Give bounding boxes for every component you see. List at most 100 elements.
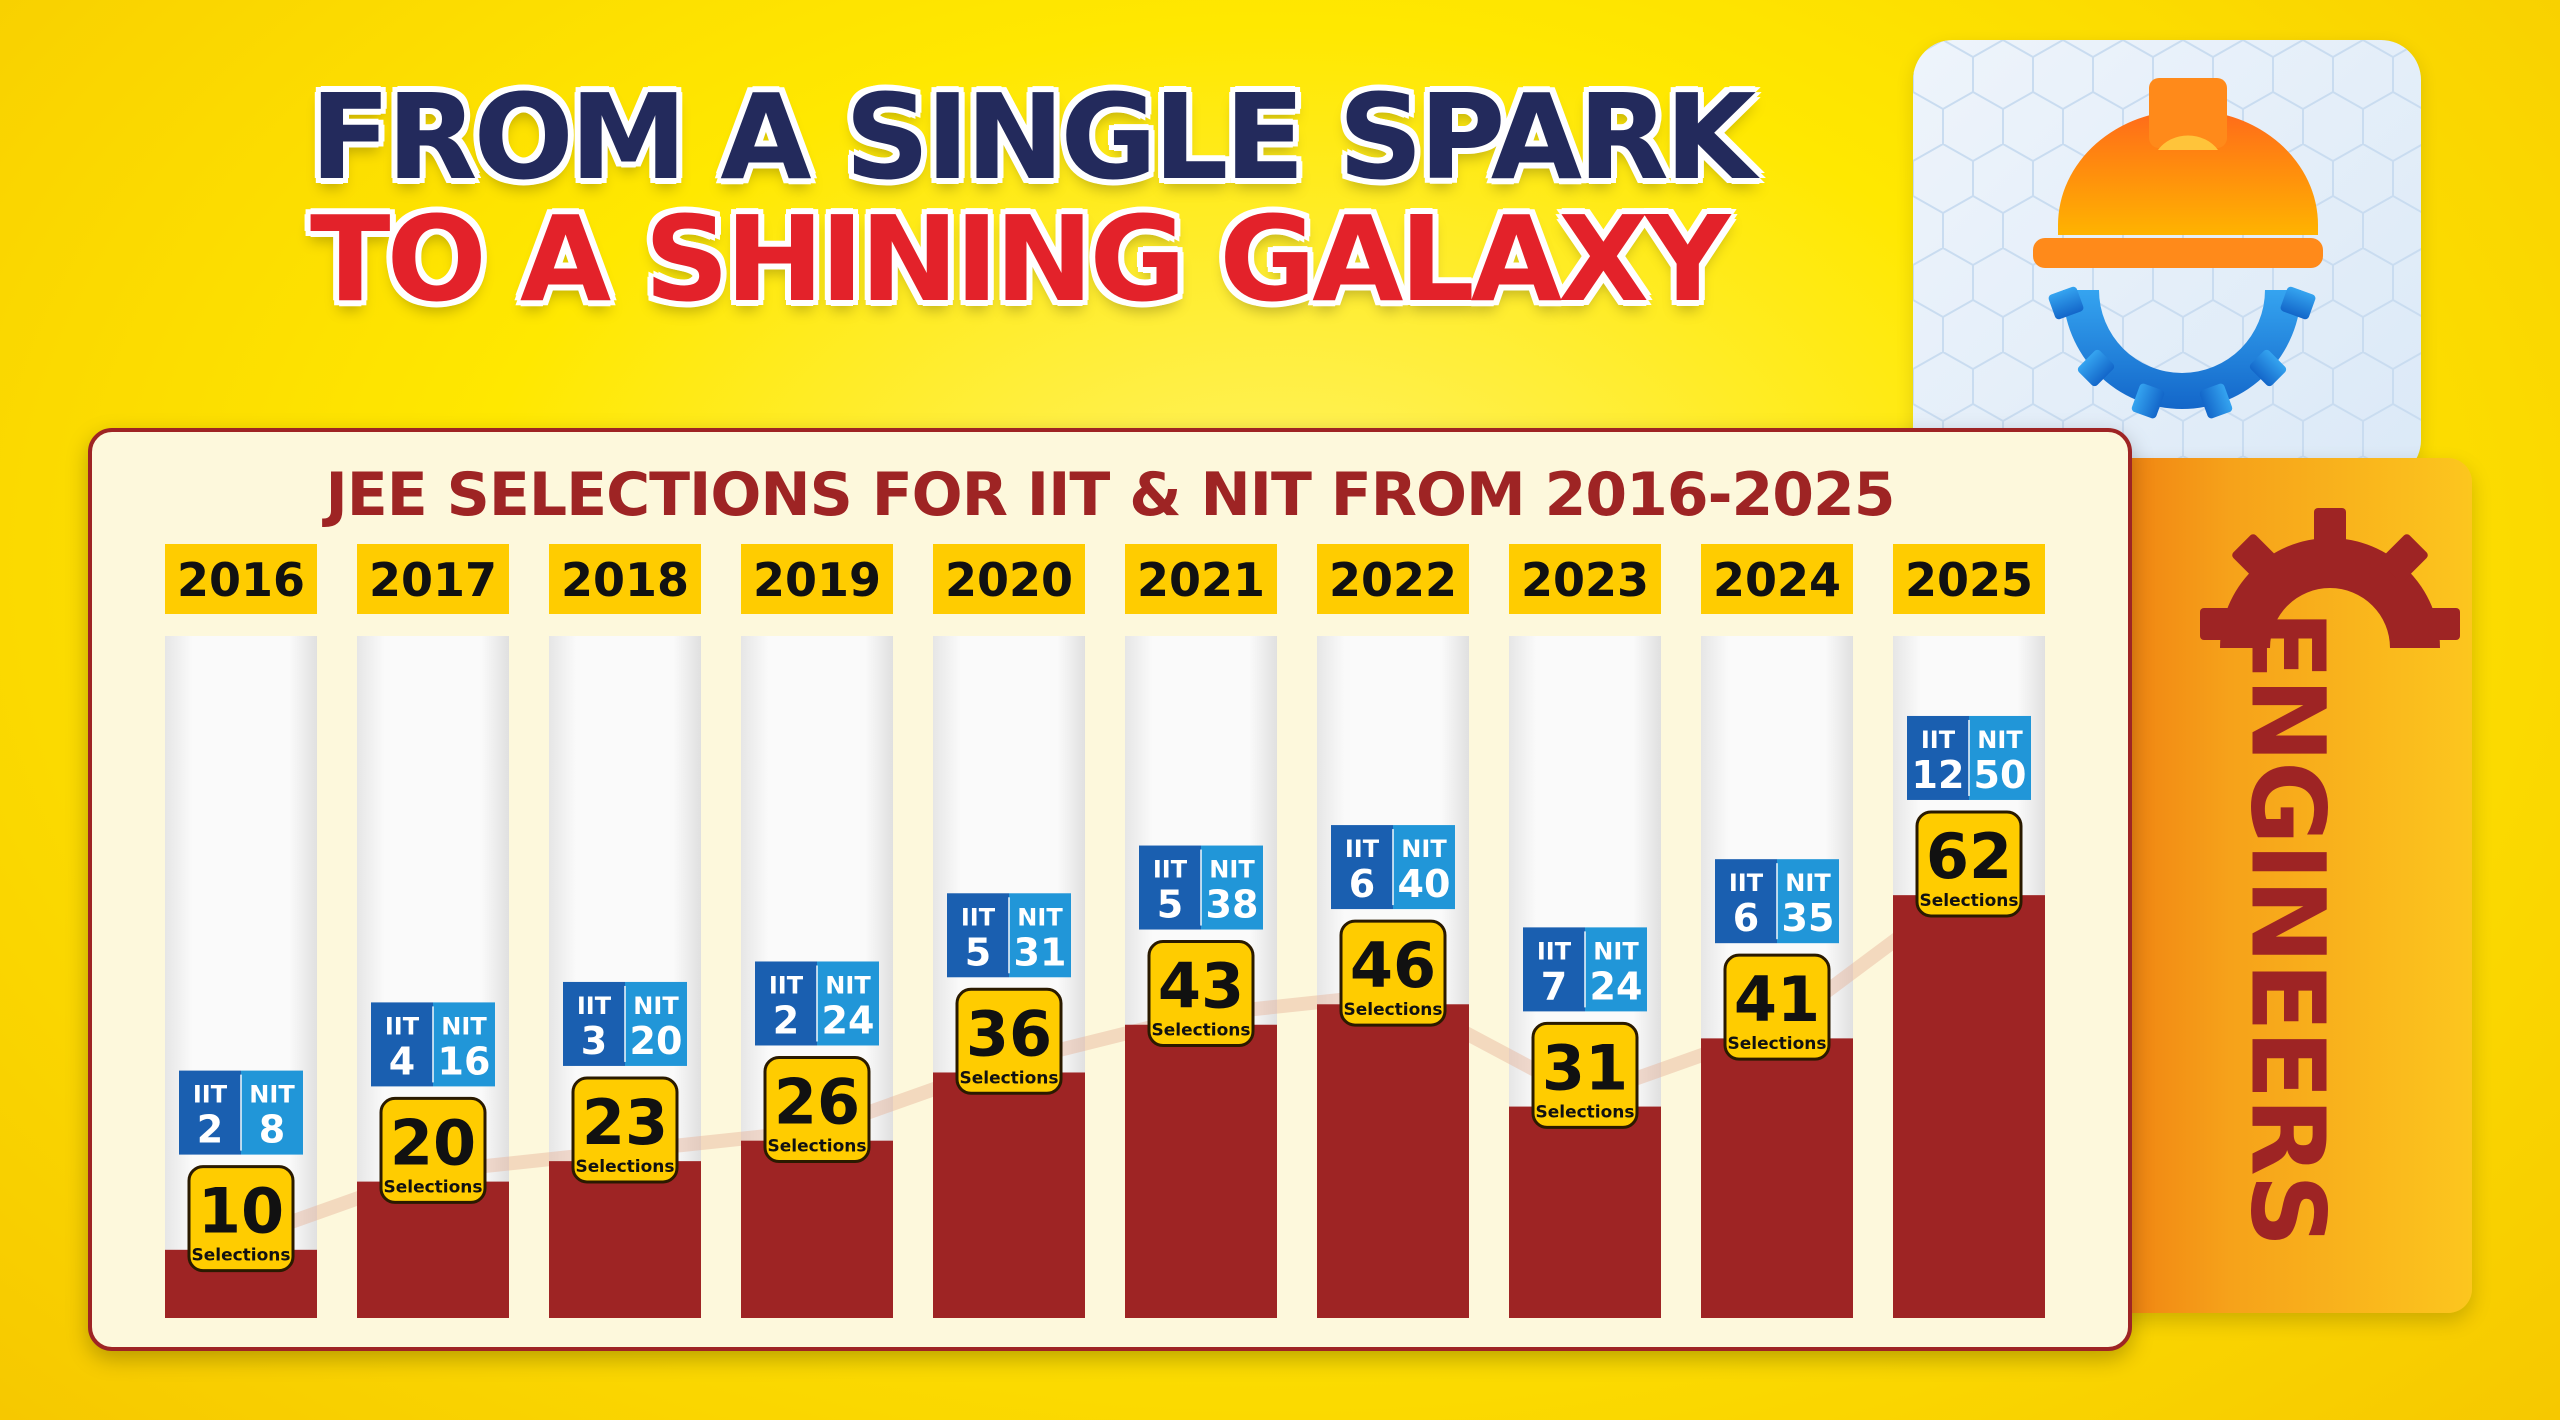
nit-tag-2022 (1393, 825, 1455, 910)
year-label-2022: 2022 (1329, 553, 1457, 607)
bar-2019 (741, 1140, 893, 1318)
nit-label-2021: NIT (1209, 856, 1255, 884)
iit-tag-2021 (1139, 845, 1201, 930)
gear-icon (2200, 508, 2460, 648)
headline: FROM A SINGLE SPARK TO A SHINING GALAXY (310, 78, 1760, 318)
value-label-2022: 46 (1350, 929, 1436, 1002)
iit-value-2022: 6 (1349, 862, 1375, 906)
value-caption-2017: Selections (383, 1177, 482, 1197)
nit-value-2023: 24 (1590, 964, 1643, 1008)
iit-tag-2019 (755, 961, 817, 1046)
value-label-2018: 23 (582, 1086, 668, 1159)
year-tag-2023 (1509, 544, 1661, 614)
nit-tag-2016 (241, 1070, 303, 1155)
value-label-2017: 20 (390, 1106, 476, 1179)
year-tag-2022 (1317, 544, 1469, 614)
iit-value-2019: 2 (773, 998, 799, 1042)
logo-tile (1913, 40, 2421, 480)
bar-2024 (1701, 1038, 1853, 1318)
iit-tag-2024 (1715, 859, 1777, 944)
iit-label-2020: IIT (961, 903, 996, 931)
nit-value-2016: 8 (259, 1108, 285, 1152)
nit-label-2016: NIT (249, 1081, 295, 1109)
iit-tag-2023 (1523, 927, 1585, 1012)
value-caption-2020: Selections (959, 1068, 1058, 1088)
year-label-2017: 2017 (369, 553, 497, 607)
iit-value-2020: 5 (965, 930, 991, 974)
tag-divider-2024 (1776, 863, 1778, 940)
tag-divider-2023 (1584, 931, 1586, 1008)
year-tag-2021 (1125, 544, 1277, 614)
nit-label-2025: NIT (1977, 726, 2023, 754)
iit-label-2021: IIT (1153, 856, 1188, 884)
bar-2020 (933, 1072, 1085, 1318)
value-label-2025: 62 (1926, 820, 2012, 893)
nit-label-2022: NIT (1401, 835, 1447, 863)
value-label-2023: 31 (1542, 1031, 1628, 1104)
nit-label-2017: NIT (441, 1012, 487, 1040)
nit-label-2024: NIT (1785, 869, 1831, 897)
value-caption-2023: Selections (1535, 1102, 1634, 1122)
iit-tag-2022 (1331, 825, 1393, 910)
chart-title: JEE SELECTIONS FOR IIT & NIT FROM 2016-2… (325, 460, 1895, 530)
nit-label-2018: NIT (633, 992, 679, 1020)
value-label-2021: 43 (1158, 950, 1244, 1023)
iit-label-2025: IIT (1921, 726, 1956, 754)
value-caption-2024: Selections (1727, 1034, 1826, 1054)
bar-2023 (1509, 1106, 1661, 1318)
value-badge-2016 (187, 1165, 295, 1273)
nit-tag-2023 (1585, 927, 1647, 1012)
bar-2021 (1125, 1024, 1277, 1318)
iit-tag-2020 (947, 893, 1009, 978)
nit-value-2024: 35 (1782, 896, 1835, 940)
nit-label-2020: NIT (1017, 903, 1063, 931)
nit-value-2022: 40 (1398, 862, 1451, 906)
year-tag-2019 (741, 544, 893, 614)
iit-value-2024: 6 (1733, 896, 1759, 940)
nit-label-2023: NIT (1593, 937, 1639, 965)
value-badge-2021 (1147, 940, 1255, 1048)
year-tag-2016 (165, 544, 317, 614)
iit-tag-2025 (1907, 715, 1969, 800)
iit-value-2021: 5 (1157, 883, 1183, 927)
iit-value-2018: 3 (581, 1019, 607, 1063)
value-caption-2025: Selections (1919, 891, 2018, 911)
nit-value-2018: 20 (630, 1019, 683, 1063)
iit-value-2017: 4 (389, 1039, 415, 1083)
nit-tag-2017 (433, 1002, 495, 1087)
tag-divider-2016 (240, 1074, 242, 1151)
tag-divider-2025 (1968, 719, 1970, 796)
year-label-2025: 2025 (1905, 553, 2033, 607)
iit-tag-2017 (371, 1002, 433, 1087)
iit-label-2018: IIT (577, 992, 612, 1020)
iit-label-2017: IIT (385, 1012, 420, 1040)
tag-divider-2018 (624, 985, 626, 1062)
tag-divider-2022 (1392, 829, 1394, 906)
nit-tag-2025 (1969, 715, 2031, 800)
value-caption-2016: Selections (191, 1246, 290, 1266)
iit-value-2016: 2 (197, 1108, 223, 1152)
value-caption-2018: Selections (575, 1157, 674, 1177)
year-label-2018: 2018 (561, 553, 689, 607)
value-caption-2022: Selections (1343, 1000, 1442, 1020)
value-caption-2021: Selections (1151, 1021, 1250, 1041)
nit-label-2019: NIT (825, 971, 871, 999)
side-tab (2100, 458, 2472, 1313)
tag-divider-2019 (816, 965, 818, 1042)
value-badge-2017 (379, 1096, 487, 1204)
nit-value-2021: 38 (1206, 883, 1259, 927)
iit-label-2019: IIT (769, 971, 804, 999)
year-tag-2024 (1701, 544, 1853, 614)
nit-value-2020: 31 (1014, 930, 1067, 974)
value-badge-2025 (1915, 810, 2023, 918)
bar-2017 (357, 1181, 509, 1318)
value-label-2024: 41 (1734, 963, 1820, 1036)
year-tag-2020 (933, 544, 1085, 614)
bar-2018 (549, 1161, 701, 1318)
year-tag-2018 (549, 544, 701, 614)
tag-divider-2020 (1008, 897, 1010, 974)
iit-label-2022: IIT (1345, 835, 1380, 863)
nit-tag-2019 (817, 961, 879, 1046)
headline-line-1: FROM A SINGLE SPARK (310, 68, 1756, 206)
bar-2025 (1893, 895, 2045, 1318)
